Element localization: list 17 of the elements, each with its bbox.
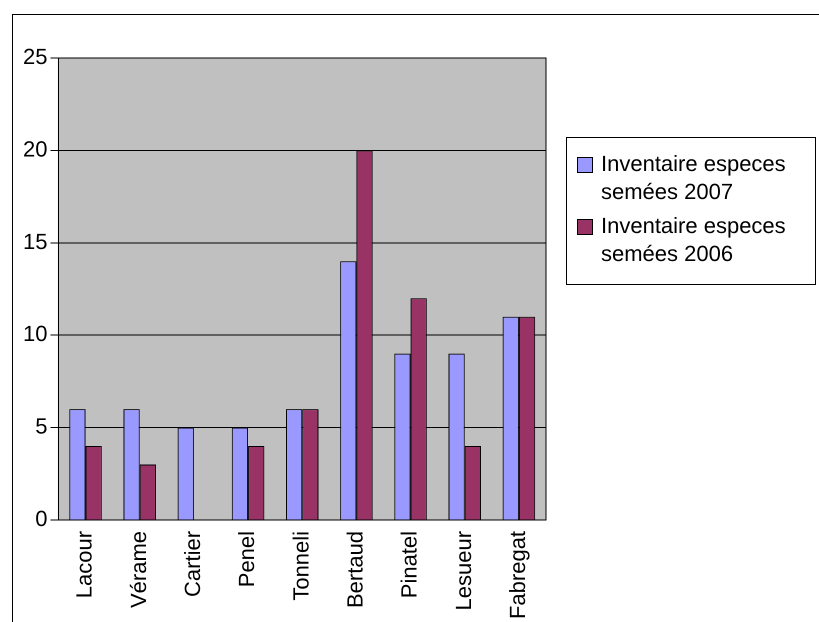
x-tick-label: Vérame: [126, 530, 151, 608]
y-tick-label: 20: [22, 136, 48, 162]
x-tick-label: Lesueur: [450, 530, 476, 610]
x-tick-label: Tonneli: [288, 530, 314, 601]
legend-label: Inventaire especes semées 2007: [601, 150, 787, 206]
y-tick-label: 0: [35, 506, 48, 532]
y-tick-label: 15: [22, 228, 48, 254]
y-tick-label: 25: [22, 44, 48, 70]
x-tick-label: Penel: [234, 530, 260, 588]
x-tick-label: Lacour: [72, 530, 97, 598]
y-tick-label: 10: [22, 321, 48, 346]
y-tick-label: 5: [35, 414, 48, 439]
x-tick-label: Pinatel: [396, 530, 422, 598]
x-tick-label: Cartier: [180, 530, 205, 597]
legend-label: Inventaire especes semées 2006: [601, 212, 787, 268]
x-tick-label: Fabregat: [504, 530, 530, 620]
x-tick-label: Bertaud: [342, 530, 368, 608]
